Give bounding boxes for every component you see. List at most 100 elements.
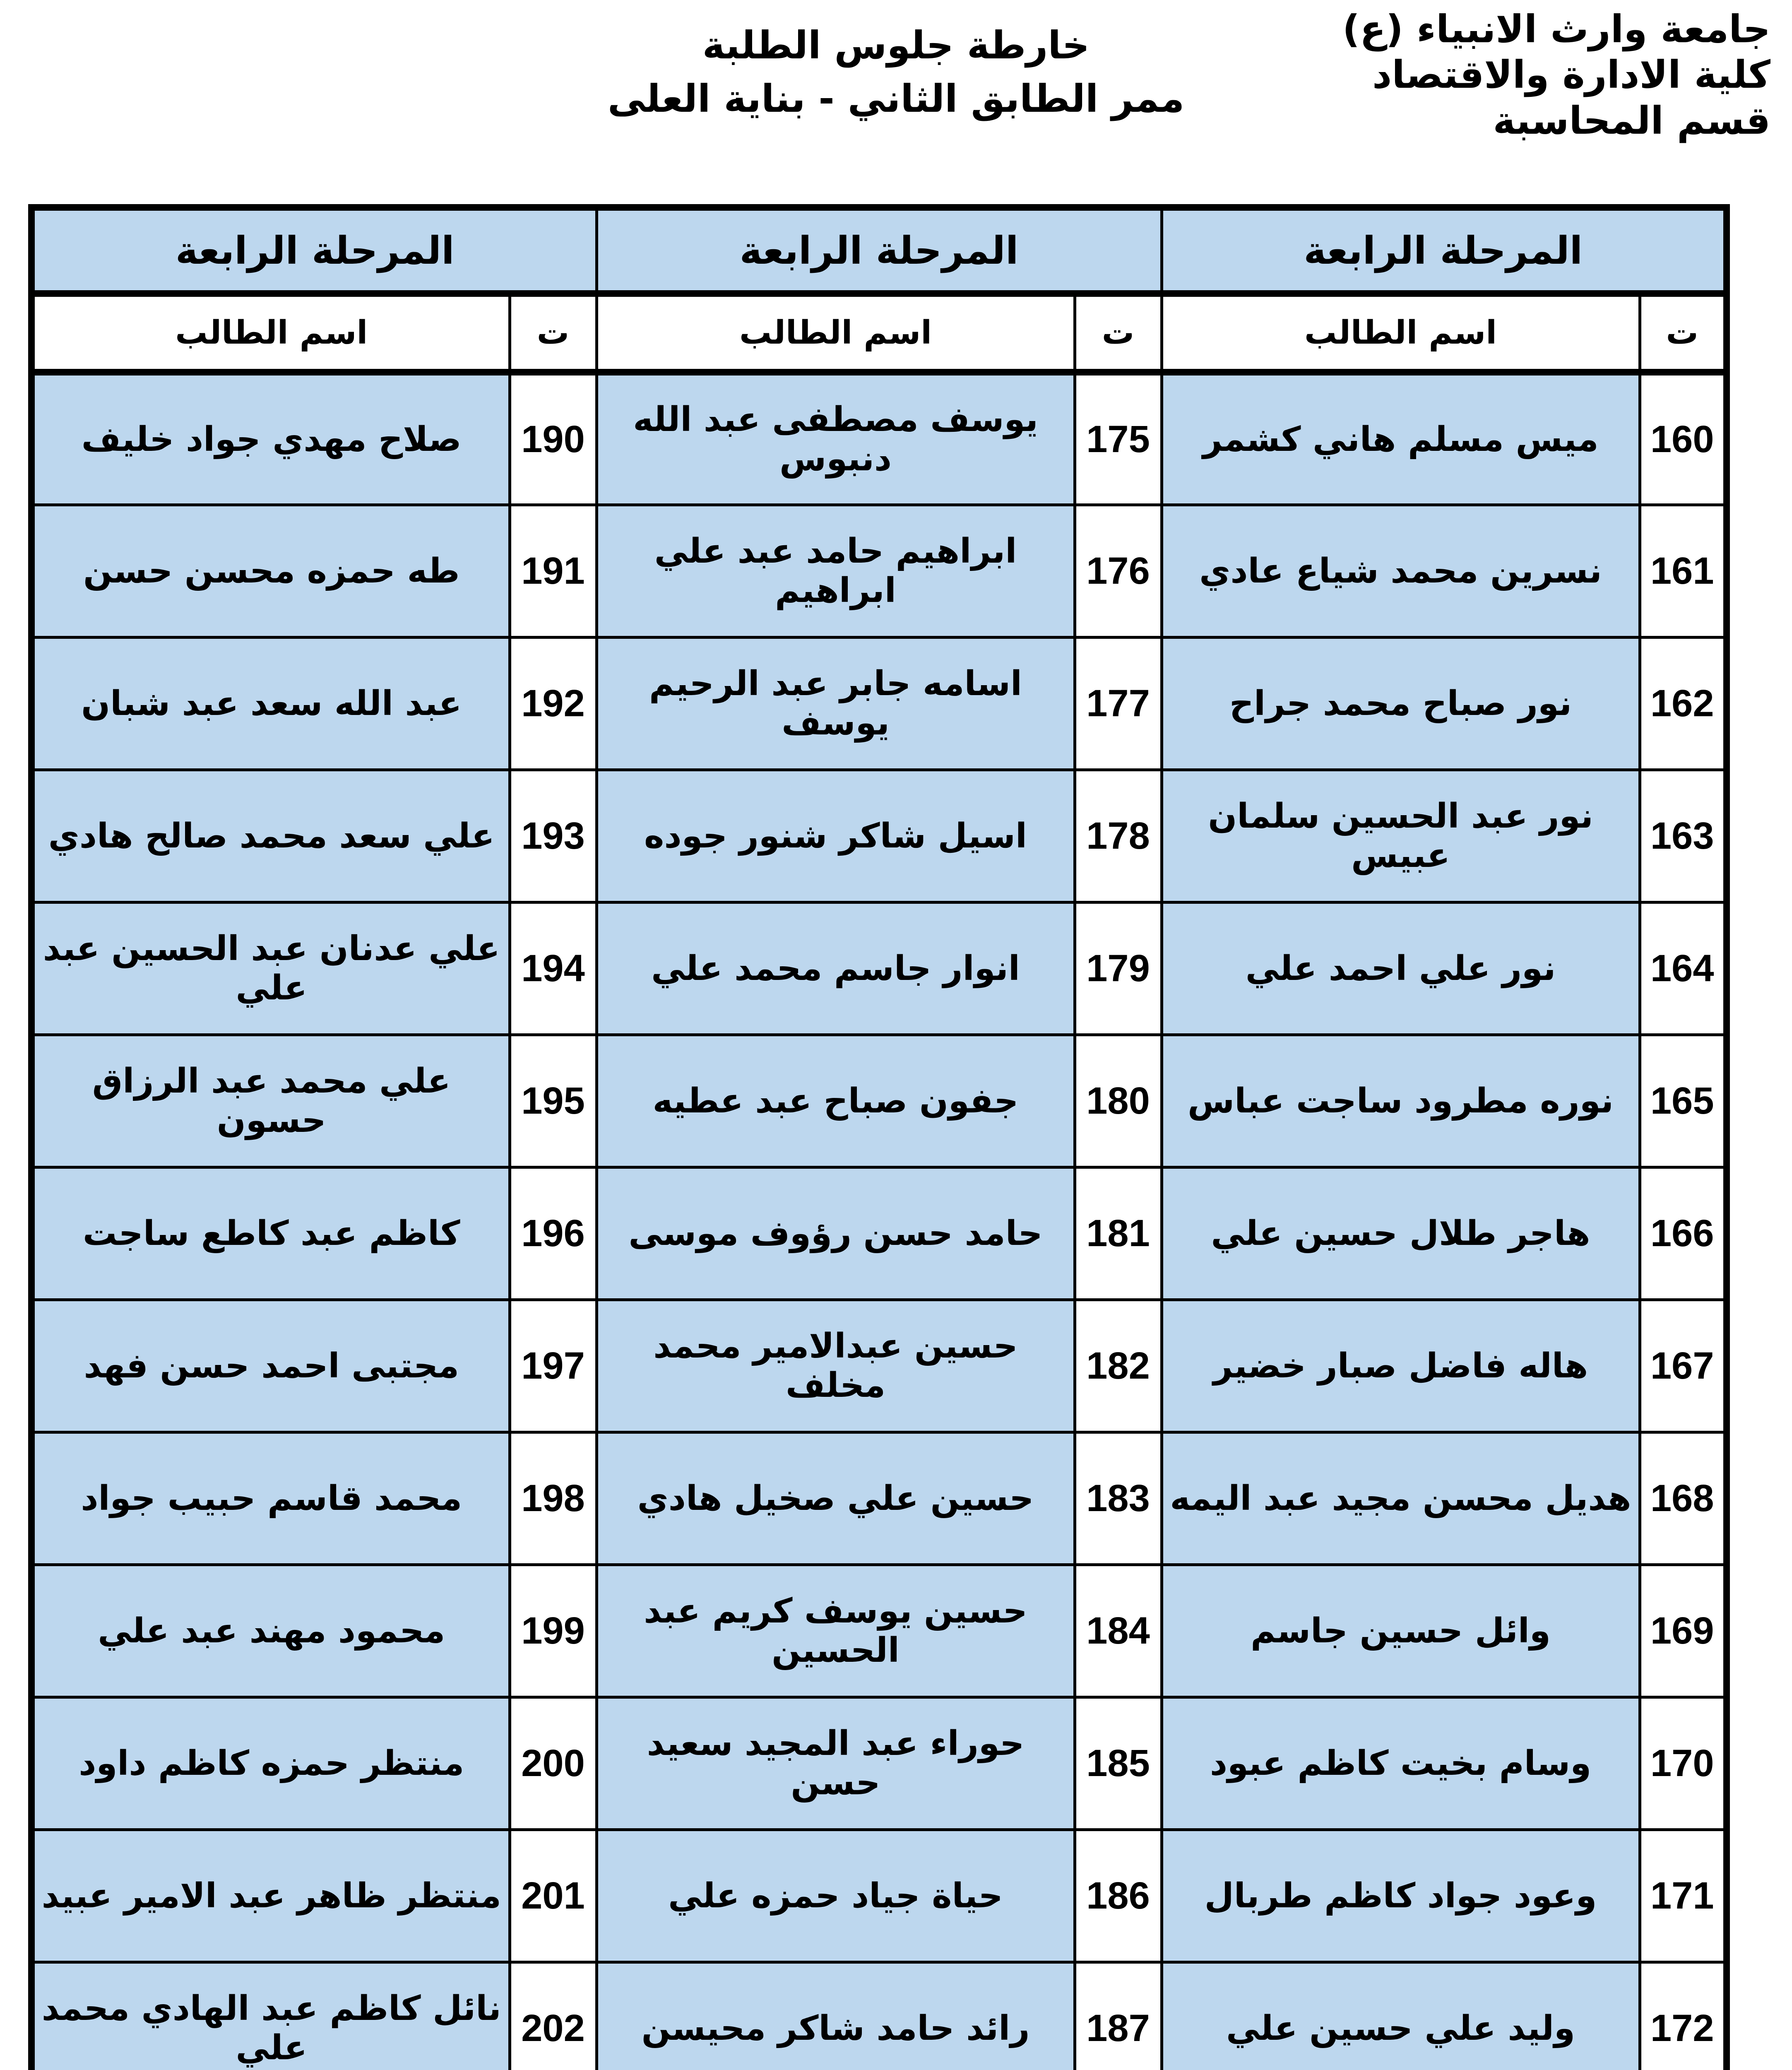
seat-number-cell: 160 [1638, 371, 1728, 506]
seat-number-cell: 181 [1073, 1165, 1163, 1301]
seat-number-cell: 165 [1638, 1033, 1728, 1169]
student-name-cell: ميس مسلم هاني كشمر [1160, 371, 1641, 506]
student-name-cell: نور صباح محمد جراح [1160, 635, 1641, 771]
seat-number-cell: 172 [1638, 1960, 1728, 2070]
seat-number-cell: 200 [508, 1695, 598, 1831]
student-name-cell: طه حمزه محسن حسن [30, 503, 511, 639]
column-header-row: ت اسم الطالب ت اسم الطالب ت اسم الطالب [30, 292, 1728, 375]
seat-number-cell: 190 [508, 371, 598, 506]
seat-number-cell: 170 [1638, 1695, 1728, 1831]
student-name-cell: وعود جواد كاظم طربال [1160, 1828, 1641, 1964]
student-name-cell: وائل حسين جاسم [1160, 1563, 1641, 1699]
table-row: 172 وليد علي حسين علي 187 رائد حامد شاكر مح… [30, 1960, 1728, 2070]
seating-table: المرحلة الرابعة المرحلة الرابعة المرحلة … [28, 204, 1730, 2070]
seat-number-cell: 193 [508, 768, 598, 904]
seat-number-cell: 176 [1073, 503, 1163, 639]
student-name-cell: منتظر حمزه كاظم داود [30, 1695, 511, 1831]
student-name-cell: ابراهيم حامد عبد علي ابراهيم [595, 503, 1076, 639]
number-header-cell: ت [1638, 292, 1728, 375]
student-name-cell: وسام بخيت كاظم عبود [1160, 1695, 1641, 1831]
table-row: 160 ميس مسلم هاني كشمر 175 يوسف مصطفى عبد ا… [30, 371, 1728, 506]
seat-number-cell: 194 [508, 900, 598, 1036]
student-name-cell: نسرين محمد شياع عادي [1160, 503, 1641, 639]
table-row: 162 نور صباح محمد جراح 177 اسامه جابر عبد ا… [30, 635, 1728, 771]
student-name-cell: جفون صباح عبد عطيه [595, 1033, 1076, 1169]
seating-chart-title: خارطة جلوس الطلبة [702, 23, 1090, 67]
seat-number-cell: 167 [1638, 1298, 1728, 1434]
student-name-cell: علي محمد عبد الرزاق حسون [30, 1033, 511, 1169]
seat-number-cell: 187 [1073, 1960, 1163, 2070]
student-name-cell: كاظم عبد كاطع ساجت [30, 1165, 511, 1301]
student-name-cell: هديل محسن مجيد عبد اليمه [1160, 1430, 1641, 1566]
table-row: 168 هديل محسن مجيد عبد اليمه 183 حسين علي ص… [30, 1430, 1728, 1566]
stage-header-cell: المرحلة الرابعة [1160, 206, 1728, 297]
table-row: 161 نسرين محمد شياع عادي 176 ابراهيم حامد ع… [30, 503, 1728, 639]
seat-number-cell: 197 [508, 1298, 598, 1434]
student-name-cell: حسين علي صخيل هادي [595, 1430, 1076, 1566]
student-name-cell: حسين يوسف كريم عبد الحسين [595, 1563, 1076, 1699]
student-name-cell: هاجر طلال حسين علي [1160, 1165, 1641, 1301]
stage-header-cell: المرحلة الرابعة [30, 206, 598, 297]
student-name-cell: محمد قاسم حبيب جواد [30, 1430, 511, 1566]
table-row: 170 وسام بخيت كاظم عبود 185 حوراء عبد المجي… [30, 1695, 1728, 1831]
student-name-cell: اسيل شاكر شنور جوده [595, 768, 1076, 904]
seat-number-cell: 182 [1073, 1298, 1163, 1434]
seat-number-cell: 198 [508, 1430, 598, 1566]
seat-number-cell: 177 [1073, 635, 1163, 771]
name-header-cell: اسم الطالب [595, 292, 1076, 375]
student-name-cell: انوار جاسم محمد علي [595, 900, 1076, 1036]
student-name-cell: هاله فاضل صبار خضير [1160, 1298, 1641, 1434]
student-name-cell: نور علي احمد علي [1160, 900, 1641, 1036]
seat-number-cell: 168 [1638, 1430, 1728, 1566]
student-name-cell: حوراء عبد المجيد سعيد حسن [595, 1695, 1076, 1831]
college-name: كلية الادارة والاقتصاد [1372, 53, 1770, 97]
seat-number-cell: 192 [508, 635, 598, 771]
table-row: 166 هاجر طلال حسين علي 181 حامد حسن رؤوف مو… [30, 1165, 1728, 1301]
seat-number-cell: 199 [508, 1563, 598, 1699]
student-name-cell: حامد حسن رؤوف موسى [595, 1165, 1076, 1301]
seat-number-cell: 201 [508, 1828, 598, 1964]
seat-number-cell: 180 [1073, 1033, 1163, 1169]
seat-number-cell: 202 [508, 1960, 598, 2070]
student-name-cell: نوره مطرود ساجت عباس [1160, 1033, 1641, 1169]
seat-number-cell: 164 [1638, 900, 1728, 1036]
number-header-cell: ت [508, 292, 598, 375]
seat-number-cell: 183 [1073, 1430, 1163, 1566]
student-name-cell: اسامه جابر عبد الرحيم يوسف [595, 635, 1076, 771]
seat-number-cell: 171 [1638, 1828, 1728, 1964]
number-header-cell: ت [1073, 292, 1163, 375]
university-header: جامعة وارث الانبياء (ع) كلية الادارة وال… [1342, 7, 1770, 144]
seat-number-cell: 169 [1638, 1563, 1728, 1699]
seat-number-cell: 178 [1073, 768, 1163, 904]
student-name-cell: محمود مهند عبد علي [30, 1563, 511, 1699]
student-name-cell: علي سعد محمد صالح هادي [30, 768, 511, 904]
stage-header-cell: المرحلة الرابعة [595, 206, 1163, 297]
stage-header-row: المرحلة الرابعة المرحلة الرابعة المرحلة … [30, 206, 1728, 297]
student-name-cell: وليد علي حسين علي [1160, 1960, 1641, 2070]
seat-number-cell: 196 [508, 1165, 598, 1301]
corridor-subtitle: ممر الطابق الثاني - بناية العلى [607, 76, 1185, 121]
student-name-cell: علي عدنان عبد الحسين عبد علي [30, 900, 511, 1036]
seat-number-cell: 186 [1073, 1828, 1163, 1964]
student-name-cell: حياة جياد حمزه علي [595, 1828, 1076, 1964]
seat-number-cell: 184 [1073, 1563, 1163, 1699]
name-header-cell: اسم الطالب [30, 292, 511, 375]
student-name-cell: منتظر ظاهر عبد الامير عبيد [30, 1828, 511, 1964]
seat-number-cell: 195 [508, 1033, 598, 1169]
student-name-cell: يوسف مصطفى عبد الله دنبوس [595, 371, 1076, 506]
seat-number-cell: 163 [1638, 768, 1728, 904]
table-row: 171 وعود جواد كاظم طربال 186 حياة جياد حمزه… [30, 1828, 1728, 1964]
student-name-cell: نائل كاظم عبد الهادي محمد علي [30, 1960, 511, 2070]
name-header-cell: اسم الطالب [1160, 292, 1641, 375]
student-name-cell: عبد الله سعد عبد شبان [30, 635, 511, 771]
seat-number-cell: 185 [1073, 1695, 1163, 1831]
seat-number-cell: 179 [1073, 900, 1163, 1036]
student-name-cell: رائد حامد شاكر محيسن [595, 1960, 1076, 2070]
university-name: جامعة وارث الانبياء (ع) [1342, 7, 1770, 51]
student-name-cell: نور عبد الحسين سلمان عبيس [1160, 768, 1641, 904]
table-row: 165 نوره مطرود ساجت عباس 180 جفون صباح عبد … [30, 1033, 1728, 1169]
seat-number-cell: 162 [1638, 635, 1728, 771]
seat-number-cell: 175 [1073, 371, 1163, 506]
student-name-cell: مجتبى احمد حسن فهد [30, 1298, 511, 1434]
